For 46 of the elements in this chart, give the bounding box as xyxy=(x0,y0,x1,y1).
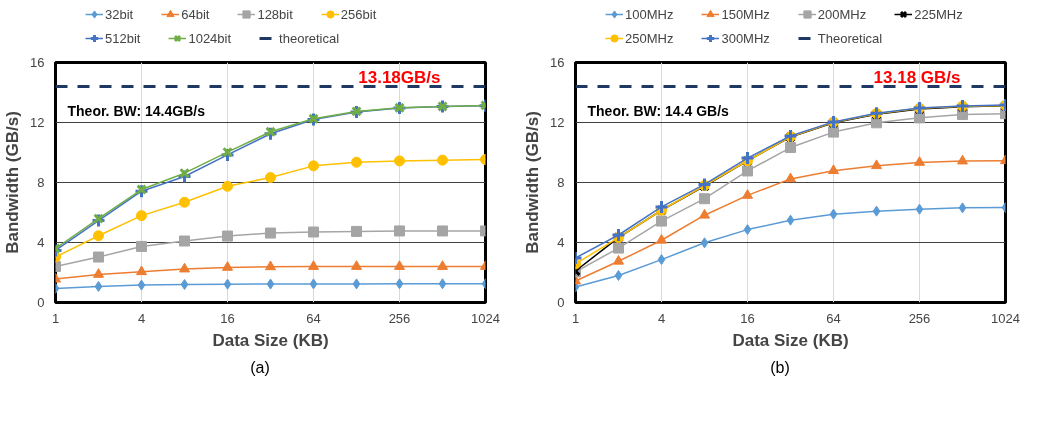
y-tick-label: 16 xyxy=(550,55,565,70)
legend-label: 200MHz xyxy=(817,6,867,22)
x-tick-label: 16 xyxy=(740,310,755,326)
legend-label: 512bit xyxy=(105,30,141,46)
y-tick-label: 4 xyxy=(557,235,565,250)
y-tick-label: 0 xyxy=(557,295,565,310)
legend-label: 225MHz xyxy=(914,6,963,22)
x-axis-title: Data Size (KB) xyxy=(212,330,329,350)
legend-label: 150MHz xyxy=(721,6,770,22)
legend-label: theoretical xyxy=(279,30,340,46)
x-tick-label: 64 xyxy=(826,310,841,326)
annotation: 13.18GB/s xyxy=(358,67,441,87)
legend-label: 32bit xyxy=(105,6,134,22)
legend-label: 100MHz xyxy=(625,6,674,22)
annotation: Theor. BW: 14.4 GB/s xyxy=(587,102,730,119)
y-tick-label: 8 xyxy=(557,175,565,190)
annotation: 13.18 GB/s xyxy=(873,67,961,87)
x-tick-label: 1024 xyxy=(471,310,500,326)
x-tick-label: 256 xyxy=(908,310,931,326)
y-tick-label: 8 xyxy=(37,175,45,190)
legend-label: 256bit xyxy=(340,6,377,22)
x-tick-label: 1 xyxy=(51,310,60,326)
y-tick-label: 12 xyxy=(30,115,45,130)
y-tick-label: 0 xyxy=(37,295,45,310)
x-tick-label: 256 xyxy=(388,310,411,326)
y-axis-title: Bandwidth (GB/s) xyxy=(3,111,23,254)
legend-label: 64bit xyxy=(181,6,210,22)
text: (b) xyxy=(770,358,790,378)
y-tick-label: 4 xyxy=(37,235,45,250)
x-tick-label: 16 xyxy=(220,310,235,326)
y-tick-label: 16 xyxy=(30,55,45,70)
text: (a) xyxy=(250,358,270,378)
annotation: Theor. BW: 14.4GB/s xyxy=(67,102,206,119)
legend-label: 300MHz xyxy=(721,30,770,46)
y-axis-title: Bandwidth (GB/s) xyxy=(523,111,543,254)
x-tick-label: 1024 xyxy=(991,310,1020,326)
x-axis-title: Data Size (KB) xyxy=(732,330,849,350)
x-tick-label: 1 xyxy=(571,310,580,326)
legend-label: 1024bit xyxy=(188,30,232,46)
x-tick-label: 4 xyxy=(657,310,666,326)
legend-label: Theoretical xyxy=(817,30,883,46)
x-tick-label: 4 xyxy=(137,310,146,326)
y-tick-label: 12 xyxy=(550,115,565,130)
x-tick-label: 64 xyxy=(306,310,321,326)
legend-label: 128bit xyxy=(257,6,293,22)
legend-label: 250MHz xyxy=(625,30,674,46)
